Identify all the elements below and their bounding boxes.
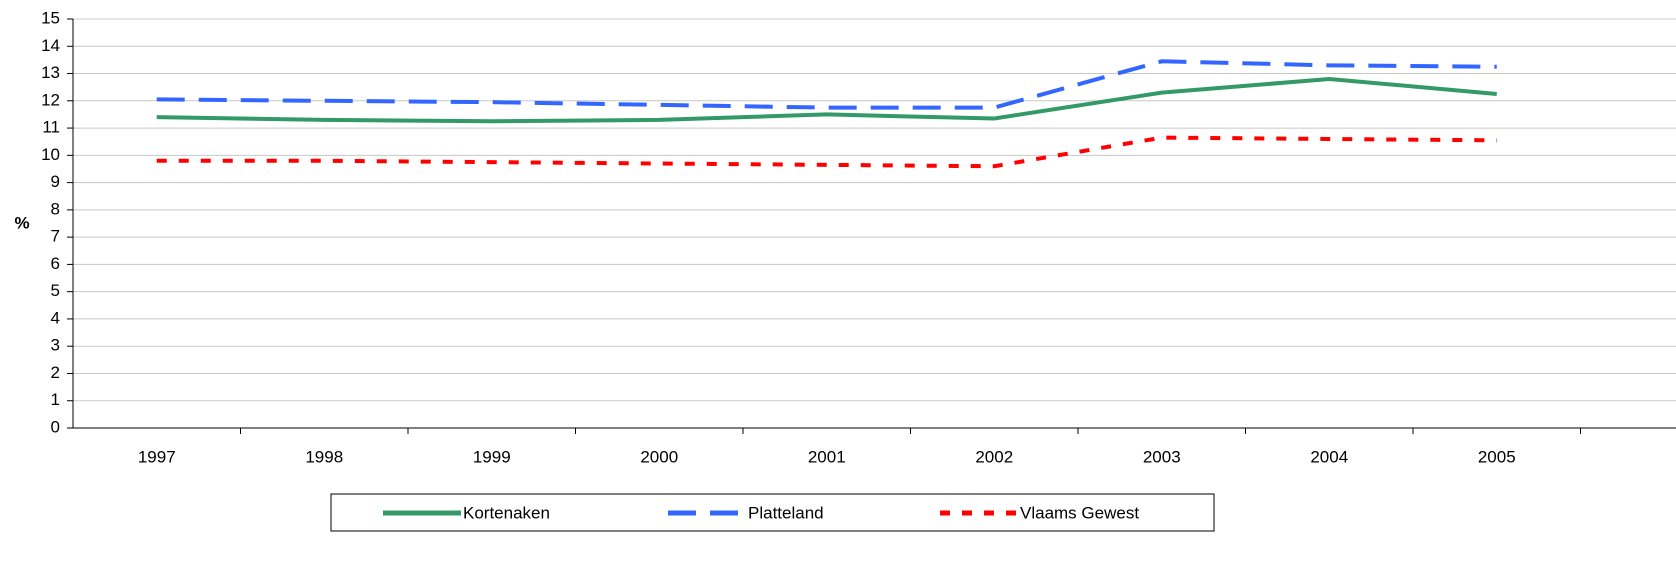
x-tick-label: 2005 [1478, 447, 1516, 466]
x-tick-label: 2004 [1310, 447, 1348, 466]
y-tick-label: 5 [51, 281, 60, 300]
x-tick-label: 1999 [473, 447, 511, 466]
legend-label: Kortenaken [463, 503, 550, 522]
x-tick-label: 2001 [808, 447, 846, 466]
x-tick-label: 2002 [975, 447, 1013, 466]
series-line [156, 76, 1497, 124]
y-tick-label: 0 [51, 417, 60, 436]
y-tick-label: 8 [51, 199, 60, 218]
y-tick-label: 15 [41, 8, 60, 27]
y-tick-label: 2 [51, 363, 60, 382]
y-tick-label: 14 [41, 36, 60, 55]
series-line [156, 59, 1497, 110]
y-tick-label: 10 [41, 145, 60, 164]
y-tick-label: 3 [51, 336, 60, 355]
y-axis-label: % [14, 213, 29, 232]
y-tick-label: 12 [41, 90, 60, 109]
legend-box [330, 493, 1215, 532]
x-tick-label: 2000 [640, 447, 678, 466]
x-tick-label: 2003 [1143, 447, 1181, 466]
y-tick-label: 4 [51, 308, 60, 327]
y-tick-label: 6 [51, 254, 60, 273]
legend-label: Vlaams Gewest [1020, 503, 1139, 522]
x-tick-label: 1998 [305, 447, 343, 466]
series-line [156, 135, 1497, 169]
y-tick-label: 11 [42, 118, 60, 137]
x-tick-label: 1997 [138, 447, 176, 466]
y-tick-label: 13 [41, 63, 60, 82]
y-tick-label: 7 [51, 227, 60, 246]
legend-label: Platteland [748, 503, 824, 522]
y-tick-label: 1 [51, 390, 60, 409]
y-tick-label: 9 [51, 172, 60, 191]
